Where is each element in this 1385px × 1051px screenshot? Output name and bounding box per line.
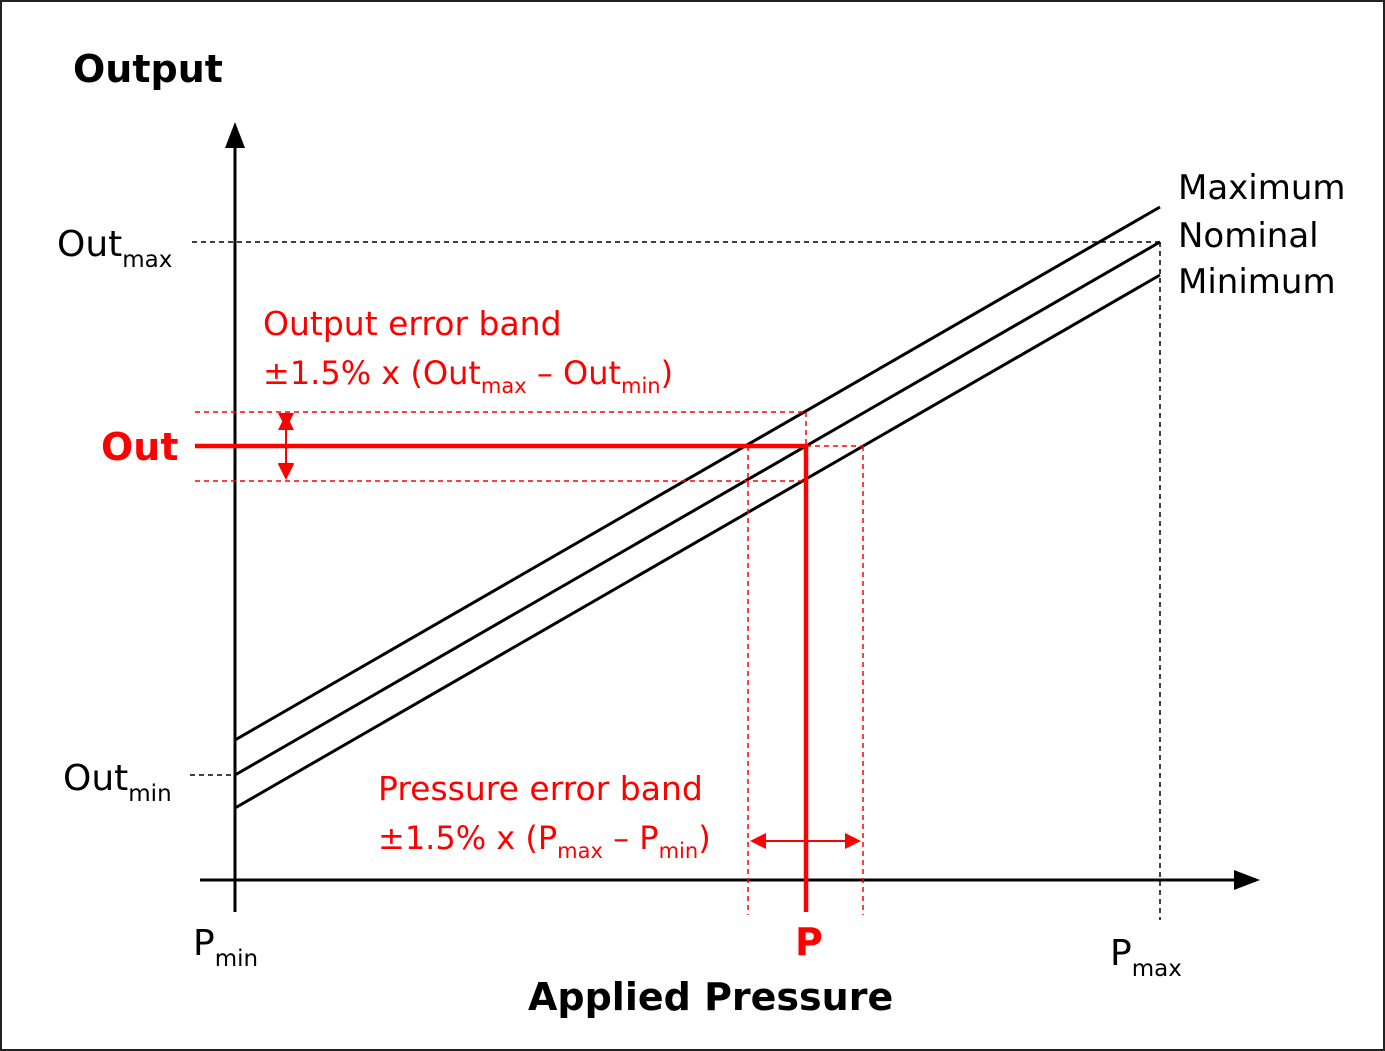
out-label: Out bbox=[101, 425, 179, 469]
out-min-label: Outmin bbox=[63, 758, 172, 807]
p-label: P bbox=[795, 920, 823, 964]
out-max-label: Outmax bbox=[57, 224, 172, 273]
x-axis-arrow-icon bbox=[1234, 870, 1260, 890]
x-axis-title: Applied Pressure bbox=[528, 975, 893, 1019]
output-band-formula: ±1.5% x (Outmax – Outmin) bbox=[263, 354, 673, 398]
output-band-title: Output error band bbox=[263, 304, 562, 343]
y-axis-title: Output bbox=[73, 47, 223, 91]
pressure-band-title: Pressure error band bbox=[378, 769, 703, 808]
maximum-label: Maximum bbox=[1178, 168, 1346, 208]
output-band-arrow-bottom-icon bbox=[278, 463, 294, 479]
p-min-label: Pmin bbox=[193, 923, 258, 972]
pressure-band-arrow-left-icon bbox=[750, 833, 766, 849]
p-max-label: Pmax bbox=[1110, 933, 1182, 982]
nominal-line bbox=[234, 240, 1161, 777]
minimum-label: Minimum bbox=[1178, 262, 1336, 302]
maximum-line bbox=[234, 205, 1161, 742]
minimum-line bbox=[234, 273, 1161, 810]
output-band-arrow-top-icon bbox=[278, 414, 294, 430]
pressure-band-arrow-right-icon bbox=[845, 833, 861, 849]
y-axis-arrow-icon bbox=[225, 122, 245, 148]
nominal-label: Nominal bbox=[1178, 216, 1319, 256]
pressure-band-formula: ±1.5% x (Pmax – Pmin) bbox=[378, 819, 711, 863]
